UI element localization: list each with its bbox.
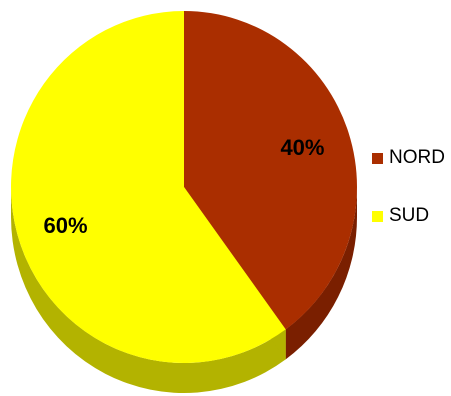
pie-side-nord <box>285 187 357 360</box>
legend: NORD SUD <box>372 146 445 262</box>
legend-label-sud: SUD <box>389 205 430 226</box>
legend-item-sud: SUD <box>372 204 445 228</box>
data-label-nord: 40% <box>280 135 324 160</box>
legend-item-nord: NORD <box>372 146 445 170</box>
pie-slice-sud <box>10 11 286 363</box>
legend-swatch-sud <box>372 210 383 222</box>
legend-swatch-nord <box>372 152 383 164</box>
data-label-sud: 60% <box>44 213 88 238</box>
legend-label-nord: NORD <box>389 147 445 168</box>
pie-side-sud <box>11 187 286 393</box>
pie-slice-nord <box>184 11 357 330</box>
